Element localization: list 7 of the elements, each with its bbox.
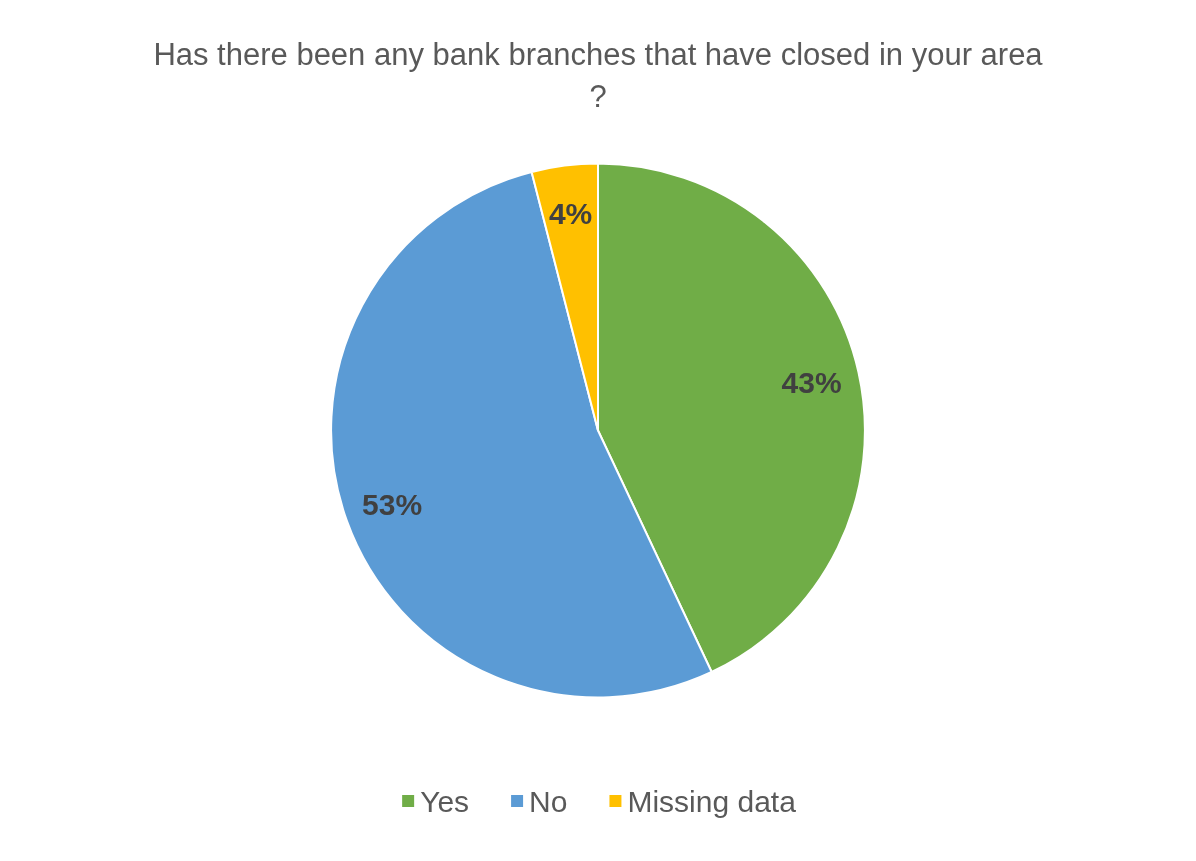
legend-label: Missing data	[627, 784, 797, 818]
data-label: 4%	[548, 196, 593, 230]
data-label: 53%	[362, 488, 423, 522]
legend-label: Yes	[420, 784, 470, 818]
data-label: 43%	[781, 366, 842, 400]
legend-label: No	[529, 784, 568, 818]
chart-title: Has there been any bank branches that have closed in your area?	[153, 36, 1044, 114]
